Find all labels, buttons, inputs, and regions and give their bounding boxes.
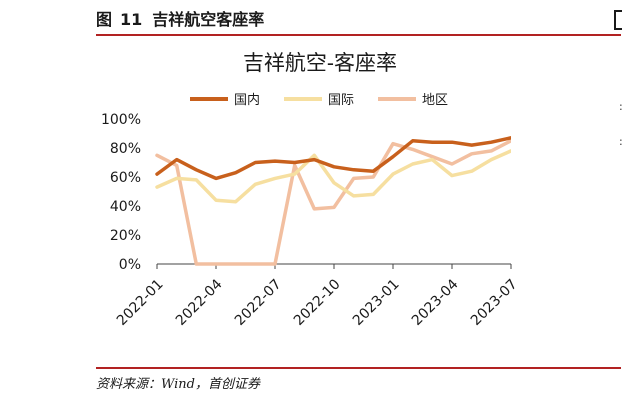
x-tick-label: 2023-01	[350, 276, 403, 329]
x-tick-label: 2022-07	[232, 276, 285, 329]
x-tick-label: 2022-04	[173, 276, 226, 329]
figure-header: 图 11 吉祥航空客座率	[96, 6, 601, 30]
chart-title: 吉祥航空-客座率	[243, 51, 397, 75]
series-group	[155, 136, 511, 266]
legend: 国内 国际 地区	[190, 92, 448, 108]
legend-label: 地区	[422, 93, 448, 108]
y-tick-label: 60%	[110, 170, 141, 186]
cropped-mark: :	[619, 135, 623, 148]
figure-caption: 图 11 吉祥航空客座率	[96, 10, 264, 29]
legend-label: 国内	[234, 92, 260, 108]
y-tick-label: 20%	[110, 228, 141, 244]
y-tick-label: 40%	[110, 199, 141, 215]
series-line-1	[155, 149, 511, 204]
x-tick-label: 2023-04	[409, 276, 462, 329]
x-tick-label: 2022-01	[114, 276, 167, 329]
x-tick-label: 2022-10	[291, 276, 344, 329]
series-line-2	[155, 139, 511, 266]
line-chart: 吉祥航空-客座率 国内 国际 地区 0% 20% 40% 60% 80% 100% 2022-0…	[101, 51, 521, 329]
cropped-mark: :	[619, 100, 623, 113]
legend-label: 国际	[328, 93, 354, 108]
top-rule	[96, 34, 621, 36]
y-tick-label: 0%	[119, 257, 141, 273]
cropped-bracket	[614, 10, 622, 30]
figure-number: 11	[120, 10, 143, 29]
series-line-0	[155, 136, 511, 181]
figure-title: 吉祥航空客座率	[152, 10, 265, 29]
bottom-rule	[96, 367, 621, 369]
source-note: 资料来源：Wind，首创证券	[96, 377, 260, 392]
y-tick-label: 100%	[101, 112, 141, 128]
figure-label: 图	[96, 10, 113, 29]
x-tick-label: 2023-07	[468, 276, 521, 329]
y-tick-label: 80%	[110, 141, 141, 157]
